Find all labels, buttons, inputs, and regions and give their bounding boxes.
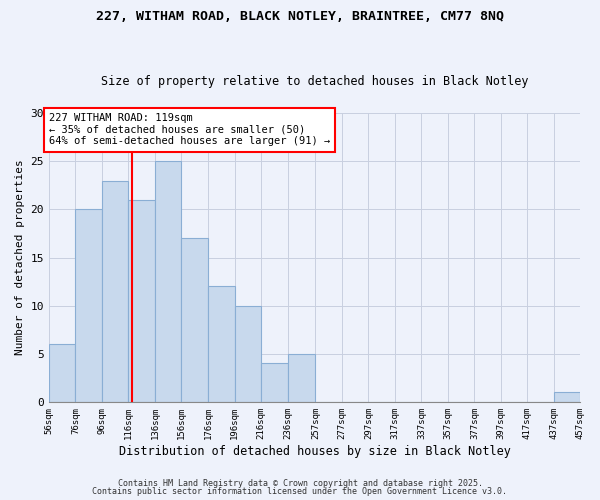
Bar [155, 162, 181, 402]
Bar [49, 344, 76, 402]
X-axis label: Distribution of detached houses by size in Black Notley: Distribution of detached houses by size … [119, 444, 511, 458]
Text: 227, WITHAM ROAD, BLACK NOTLEY, BRAINTREE, CM77 8NQ: 227, WITHAM ROAD, BLACK NOTLEY, BRAINTRE… [96, 10, 504, 23]
Bar [76, 210, 102, 402]
Bar [102, 180, 128, 402]
Text: Contains HM Land Registry data © Crown copyright and database right 2025.: Contains HM Land Registry data © Crown c… [118, 478, 482, 488]
Title: Size of property relative to detached houses in Black Notley: Size of property relative to detached ho… [101, 76, 529, 88]
Bar [261, 364, 287, 402]
Bar [208, 286, 235, 402]
Text: Contains public sector information licensed under the Open Government Licence v3: Contains public sector information licen… [92, 487, 508, 496]
Bar [181, 238, 208, 402]
Bar [128, 200, 155, 402]
Text: 227 WITHAM ROAD: 119sqm
← 35% of detached houses are smaller (50)
64% of semi-de: 227 WITHAM ROAD: 119sqm ← 35% of detache… [49, 114, 330, 146]
Bar [554, 392, 580, 402]
Y-axis label: Number of detached properties: Number of detached properties [15, 160, 25, 356]
Bar [235, 306, 261, 402]
Bar [287, 354, 316, 402]
